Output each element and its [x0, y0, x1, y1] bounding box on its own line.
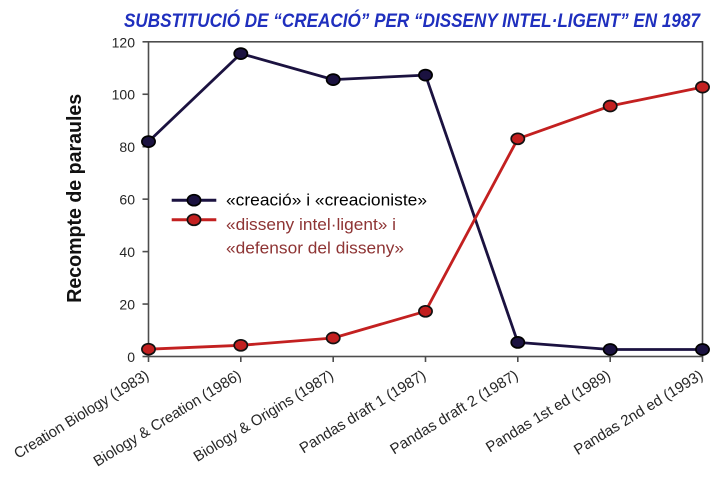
- svg-text:20: 20: [119, 297, 135, 313]
- svg-text:60: 60: [119, 192, 135, 208]
- svg-text:0: 0: [127, 349, 135, 365]
- svg-text:Biology & Creation (1986): Biology & Creation (1986): [91, 367, 245, 470]
- svg-text:«defensor del disseny»: «defensor del disseny»: [226, 239, 404, 258]
- svg-text:«creació» i «creacioniste»: «creació» i «creacioniste»: [226, 190, 427, 209]
- svg-text:Recompte de paraules: Recompte de paraules: [64, 94, 86, 303]
- svg-text:SUBSTITUCIÓ DE “CREACIÓ” PER “: SUBSTITUCIÓ DE “CREACIÓ” PER “DISSENY IN…: [124, 10, 701, 32]
- svg-text:120: 120: [112, 34, 136, 50]
- svg-text:40: 40: [119, 244, 135, 260]
- svg-text:100: 100: [112, 87, 136, 103]
- svg-text:«disseny intel·ligent» i: «disseny intel·ligent» i: [226, 215, 396, 234]
- svg-text:80: 80: [119, 139, 135, 155]
